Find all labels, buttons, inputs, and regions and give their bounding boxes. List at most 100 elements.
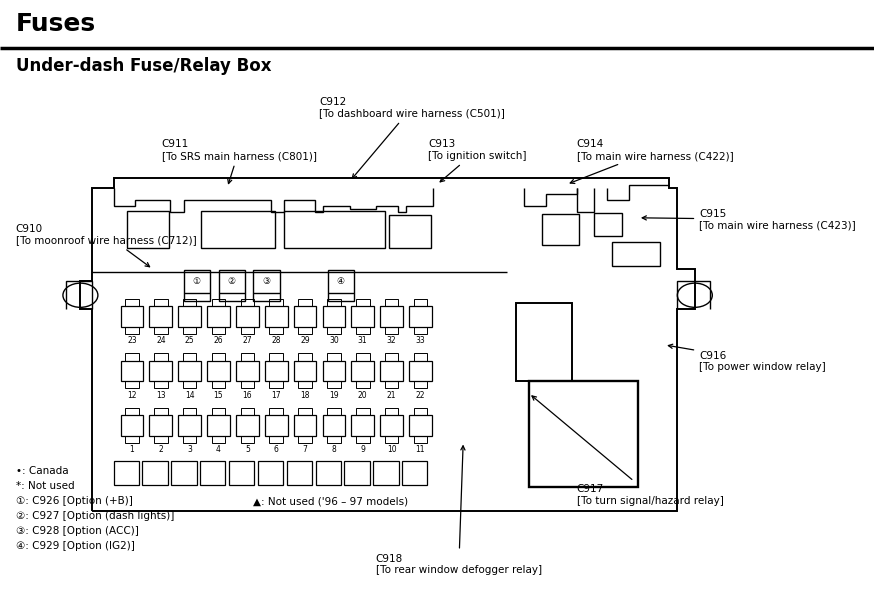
Text: 7: 7 bbox=[302, 445, 308, 454]
Bar bbox=[236, 361, 259, 381]
Bar bbox=[351, 361, 374, 381]
Text: ①: ① bbox=[192, 278, 201, 286]
Text: C915
[To main wire harness (C423)]: C915 [To main wire harness (C423)] bbox=[642, 209, 856, 231]
Text: 14: 14 bbox=[184, 391, 195, 400]
Text: 13: 13 bbox=[156, 391, 166, 400]
Text: C913
[To ignition switch]: C913 [To ignition switch] bbox=[428, 139, 527, 182]
Bar bbox=[287, 461, 312, 485]
Text: 1: 1 bbox=[129, 445, 135, 454]
Text: 33: 33 bbox=[415, 336, 426, 345]
Text: ④: C929 [Option (IG2)]: ④: C929 [Option (IG2)] bbox=[16, 541, 135, 552]
Text: 12: 12 bbox=[128, 391, 136, 400]
Bar bbox=[121, 306, 143, 327]
Bar bbox=[142, 461, 168, 485]
Bar bbox=[529, 381, 638, 487]
Bar bbox=[265, 415, 288, 436]
Text: 17: 17 bbox=[271, 391, 281, 400]
Bar bbox=[218, 270, 245, 293]
Bar bbox=[380, 306, 403, 327]
Bar bbox=[265, 361, 288, 381]
Bar bbox=[409, 415, 432, 436]
Bar bbox=[294, 306, 316, 327]
Text: 5: 5 bbox=[245, 445, 250, 454]
Bar bbox=[201, 211, 275, 248]
Text: 15: 15 bbox=[213, 391, 224, 400]
Bar bbox=[253, 270, 280, 293]
Text: 18: 18 bbox=[301, 391, 309, 400]
Text: 24: 24 bbox=[156, 336, 166, 345]
Text: ▲: Not used ('96 – 97 models): ▲: Not used ('96 – 97 models) bbox=[253, 496, 408, 506]
Text: C916
[To power window relay]: C916 [To power window relay] bbox=[669, 344, 826, 373]
Text: 22: 22 bbox=[416, 391, 425, 400]
Bar bbox=[114, 461, 139, 485]
Bar bbox=[380, 361, 403, 381]
Text: 4: 4 bbox=[216, 445, 221, 454]
Text: 10: 10 bbox=[386, 445, 397, 454]
Bar bbox=[529, 381, 638, 487]
Bar bbox=[236, 306, 259, 327]
Text: 6: 6 bbox=[274, 445, 279, 454]
Bar bbox=[178, 306, 201, 327]
Text: 25: 25 bbox=[184, 336, 195, 345]
Bar bbox=[516, 302, 572, 381]
Text: *: Not used: *: Not used bbox=[16, 481, 74, 491]
Text: 21: 21 bbox=[387, 391, 396, 400]
Text: 23: 23 bbox=[127, 336, 137, 345]
Bar bbox=[351, 306, 374, 327]
Text: 31: 31 bbox=[357, 336, 368, 345]
Bar bbox=[284, 211, 385, 248]
Bar bbox=[612, 242, 660, 266]
Text: 19: 19 bbox=[329, 391, 339, 400]
Bar bbox=[316, 461, 341, 485]
Bar bbox=[178, 361, 201, 381]
Text: 29: 29 bbox=[300, 336, 310, 345]
Bar bbox=[402, 461, 427, 485]
Text: 28: 28 bbox=[272, 336, 281, 345]
Bar bbox=[409, 361, 432, 381]
Text: C911
[To SRS main harness (C801)]: C911 [To SRS main harness (C801)] bbox=[162, 139, 316, 183]
Text: 3: 3 bbox=[187, 445, 192, 454]
Bar bbox=[121, 415, 143, 436]
Bar bbox=[149, 361, 172, 381]
Bar bbox=[351, 415, 374, 436]
Bar bbox=[265, 306, 288, 327]
Bar bbox=[200, 461, 225, 485]
Text: 9: 9 bbox=[360, 445, 365, 454]
Bar bbox=[171, 461, 197, 485]
Text: C912
[To dashboard wire harness (C501)]: C912 [To dashboard wire harness (C501)] bbox=[319, 97, 505, 178]
Bar bbox=[409, 306, 432, 327]
Text: 27: 27 bbox=[242, 336, 253, 345]
Text: 16: 16 bbox=[242, 391, 253, 400]
Text: 20: 20 bbox=[357, 391, 368, 400]
Text: ①: C926 [Option (+B)]: ①: C926 [Option (+B)] bbox=[16, 496, 133, 506]
Text: C910
[To moonroof wire harness (C712)]: C910 [To moonroof wire harness (C712)] bbox=[16, 224, 197, 267]
Bar bbox=[149, 415, 172, 436]
Bar bbox=[323, 306, 345, 327]
Text: 26: 26 bbox=[213, 336, 224, 345]
Text: C918
[To rear window defogger relay]: C918 [To rear window defogger relay] bbox=[376, 446, 542, 575]
Bar bbox=[389, 215, 431, 248]
Bar bbox=[121, 361, 143, 381]
Bar bbox=[236, 415, 259, 436]
Bar bbox=[229, 461, 254, 485]
Bar bbox=[542, 214, 579, 245]
Text: ②: ② bbox=[227, 278, 236, 286]
Bar bbox=[127, 211, 169, 248]
Bar bbox=[294, 361, 316, 381]
Bar bbox=[294, 415, 316, 436]
Bar bbox=[149, 306, 172, 327]
Bar bbox=[207, 415, 230, 436]
Text: 30: 30 bbox=[329, 336, 339, 345]
Bar bbox=[207, 306, 230, 327]
Bar bbox=[178, 415, 201, 436]
Bar bbox=[184, 270, 210, 293]
Bar bbox=[344, 461, 370, 485]
Bar bbox=[373, 461, 399, 485]
Text: 8: 8 bbox=[331, 445, 336, 454]
Text: ③: ③ bbox=[262, 278, 271, 286]
Text: ②: C927 [Option (dash lights)]: ②: C927 [Option (dash lights)] bbox=[16, 511, 174, 522]
Text: Fuses: Fuses bbox=[16, 12, 96, 36]
Text: 2: 2 bbox=[158, 445, 163, 454]
Bar bbox=[594, 213, 622, 236]
Text: C917
[To turn signal/hazard relay]: C917 [To turn signal/hazard relay] bbox=[532, 396, 724, 506]
